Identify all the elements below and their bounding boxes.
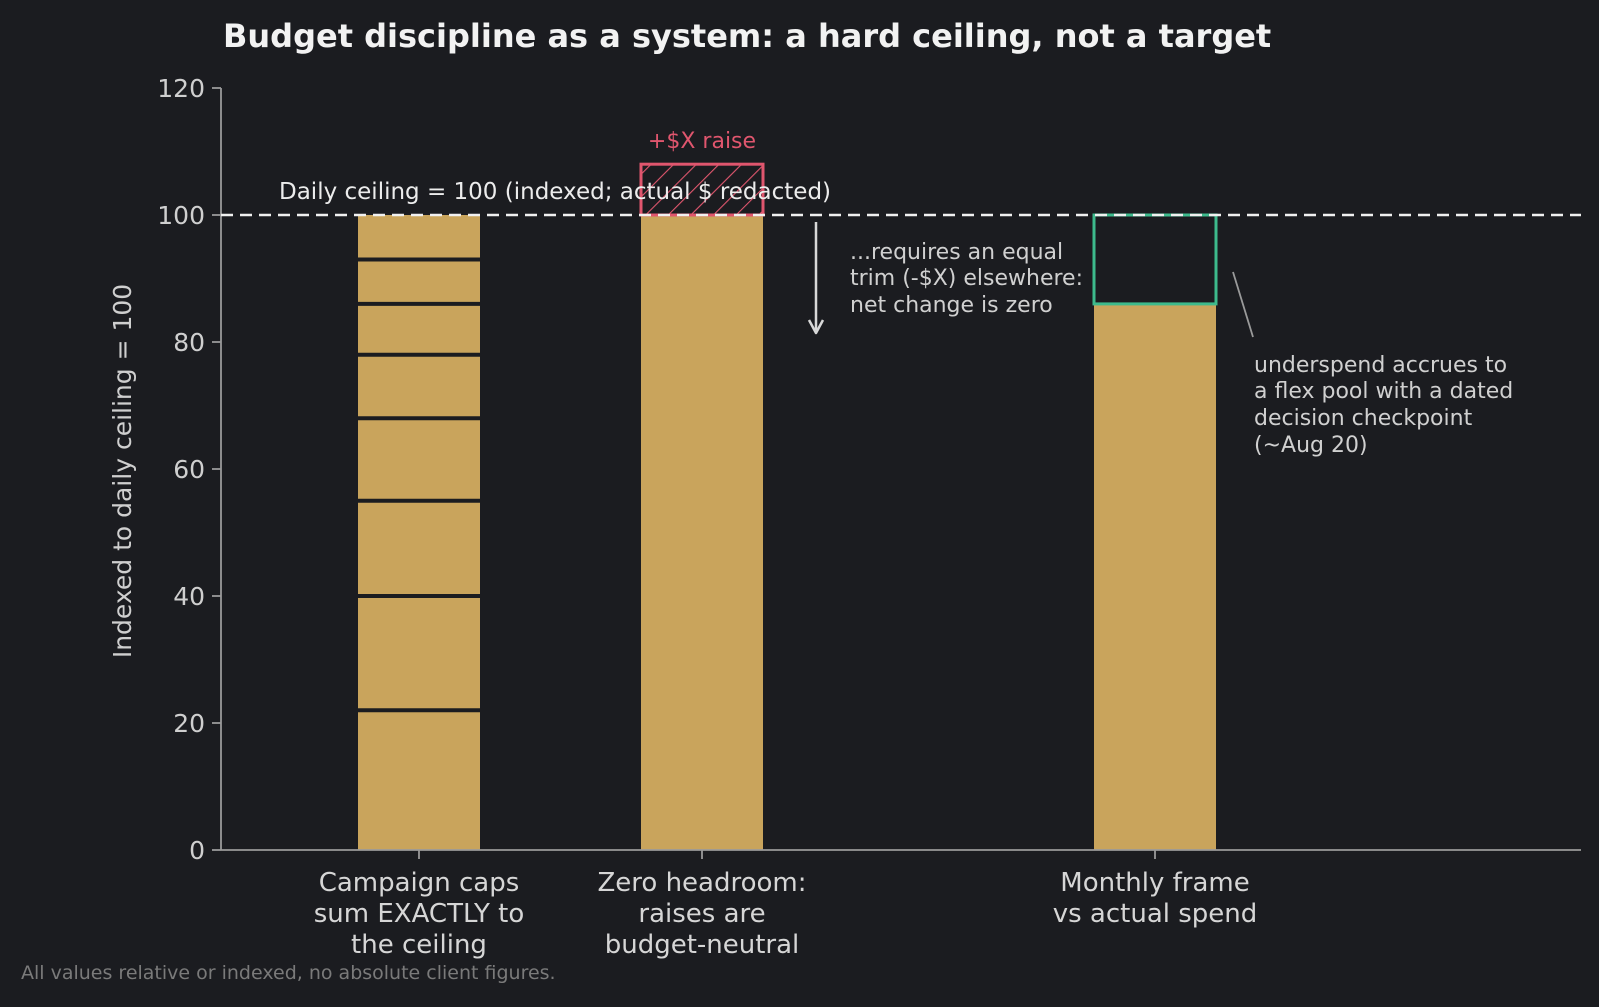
bars-layer	[358, 162, 1218, 850]
y-tick-label: 120	[157, 74, 205, 103]
underspend-note: underspend accrues to a flex pool with a…	[1254, 353, 1520, 458]
y-tick-label: 40	[173, 582, 205, 611]
x-category-label-line: the ceiling	[351, 930, 487, 960]
underspend-leader-line	[1232, 271, 1254, 338]
underspend-note-line: (~Aug 20)	[1254, 433, 1368, 458]
y-tick-label: 20	[173, 709, 205, 738]
underspend-note-line: underspend accrues to	[1254, 353, 1507, 378]
x-category-label-line: sum EXACTLY to	[314, 899, 525, 929]
raise-label: +$X raise	[648, 129, 756, 154]
x-category-label: Monthly frame vs actual spend	[1053, 868, 1258, 929]
x-category-label-line: raises are	[638, 899, 765, 929]
bar-monthly-actual	[1094, 303, 1216, 850]
x-category-label-line: Zero headroom:	[597, 868, 806, 898]
raise-hatched-block	[639, 162, 765, 217]
x-category-label-line: budget-neutral	[605, 930, 800, 960]
footnote: All values relative or indexed, no absol…	[21, 962, 556, 984]
y-tick-label: 100	[157, 201, 205, 230]
x-category-label-line: vs actual spend	[1053, 899, 1258, 929]
trim-note-line: ...requires an equal	[850, 240, 1063, 265]
bar-campaign-caps	[358, 215, 480, 850]
x-category-label-line: Campaign caps	[319, 868, 520, 898]
y-tick-label: 60	[173, 455, 205, 484]
chart-title: Budget discipline as a system: a hard ce…	[223, 17, 1271, 55]
trim-note-line: net change is zero	[850, 293, 1053, 318]
ceiling-label: Daily ceiling = 100 (indexed; actual $ r…	[279, 179, 831, 205]
underspend-note-line: decision checkpoint	[1254, 406, 1473, 431]
trim-note-line: trim (-$X) elsewhere:	[850, 266, 1083, 291]
bar-zero-headroom	[641, 215, 763, 850]
trim-note: ...requires an equal trim (-$X) elsewher…	[850, 240, 1090, 318]
underspend-note-line: a flex pool with a dated	[1254, 379, 1513, 404]
x-category-labels: Campaign caps sum EXACTLY to the ceiling Ze…	[314, 850, 1258, 960]
frame-underspend-box	[1092, 213, 1218, 306]
y-tick-label: 0	[189, 836, 205, 865]
y-axis-label: Indexed to daily ceiling = 100	[108, 284, 137, 658]
y-ticks: 0 20 40 60 80 100 120	[157, 74, 221, 865]
trim-arrow	[807, 222, 825, 335]
x-category-label: Campaign caps sum EXACTLY to the ceiling	[314, 868, 525, 960]
y-tick-label: 80	[173, 328, 205, 357]
x-category-label-line: Monthly frame	[1060, 868, 1249, 898]
x-category-label: Zero headroom: raises are budget-neutral	[597, 868, 806, 960]
